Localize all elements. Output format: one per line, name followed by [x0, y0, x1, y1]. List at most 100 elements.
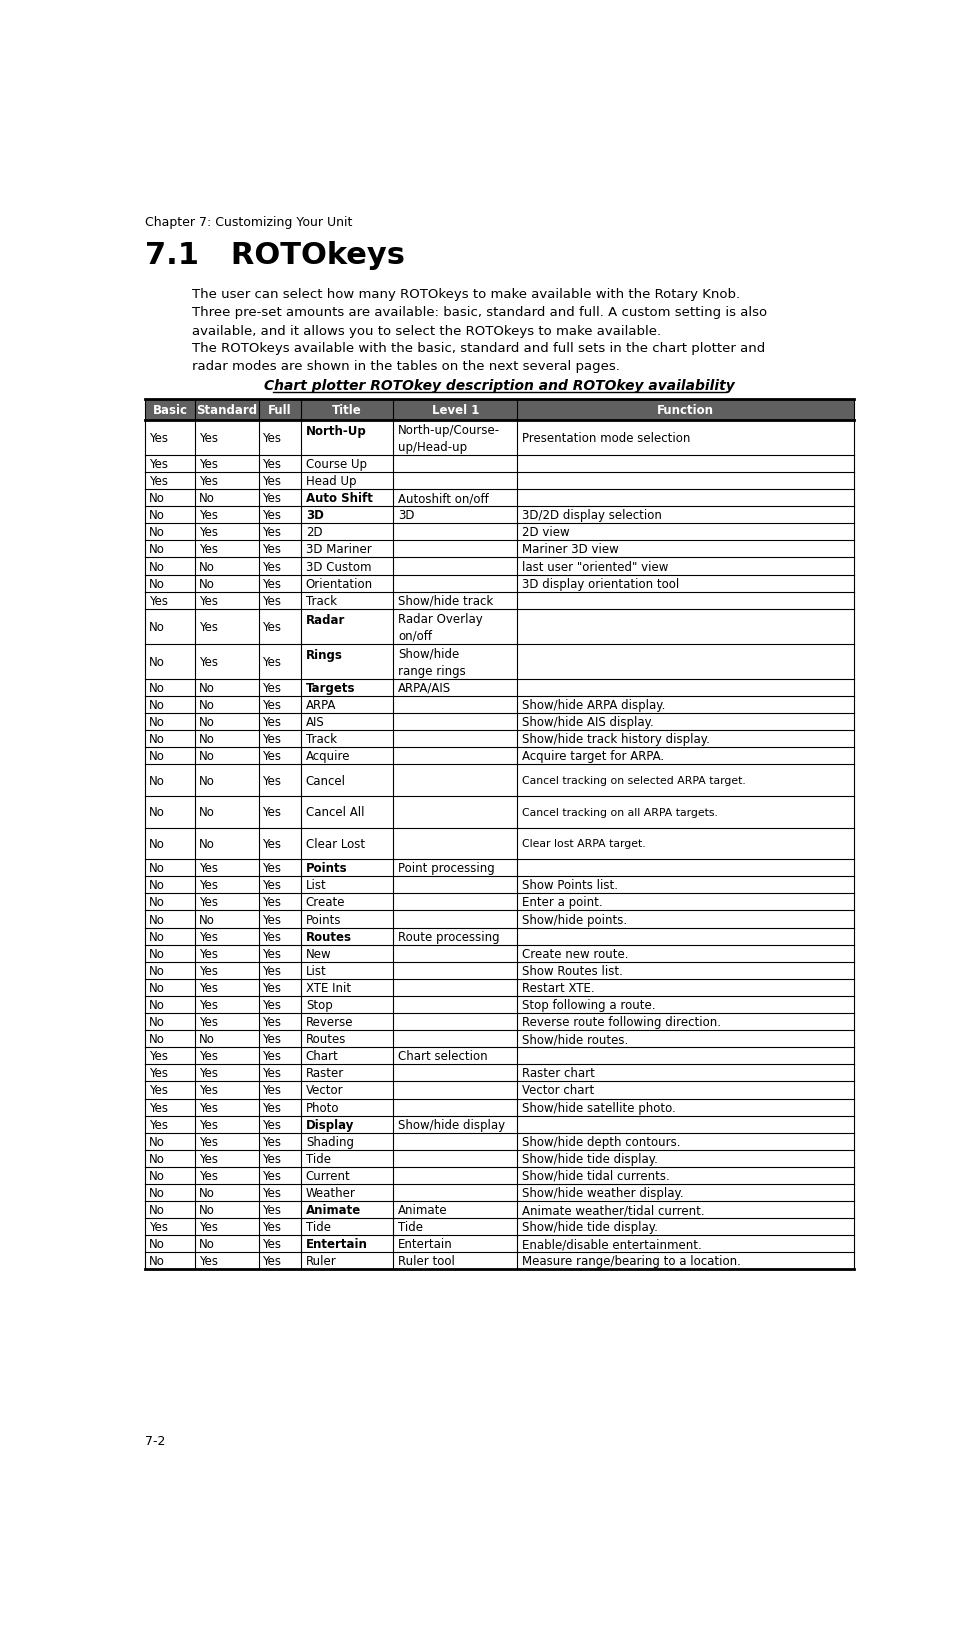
Text: Yes: Yes	[199, 1118, 217, 1131]
Text: Show/hide routes.: Show/hide routes.	[522, 1033, 628, 1046]
Text: North-Up: North-Up	[306, 425, 367, 438]
Text: Clear Lost: Clear Lost	[306, 838, 365, 851]
Bar	[145, 575, 854, 592]
Text: Title: Title	[332, 403, 362, 416]
Text: Show/hide
range rings: Show/hide range rings	[398, 647, 466, 677]
Text: Autoshift on/off: Autoshift on/off	[398, 492, 488, 505]
Text: Route processing: Route processing	[398, 929, 499, 942]
Bar	[145, 1151, 854, 1167]
Text: New: New	[306, 947, 332, 960]
Bar	[145, 524, 854, 541]
Text: Yes: Yes	[262, 1083, 282, 1096]
Text: Auto Shift: Auto Shift	[306, 492, 372, 505]
Text: Yes: Yes	[262, 682, 282, 695]
Text: Yes: Yes	[199, 1169, 217, 1182]
Text: Mariner 3D view: Mariner 3D view	[522, 543, 619, 556]
Text: No: No	[199, 806, 214, 820]
Bar	[145, 946, 854, 962]
Text: No: No	[199, 682, 214, 695]
Text: Yes: Yes	[262, 1237, 282, 1251]
Text: Cancel All: Cancel All	[306, 806, 365, 820]
Text: Yes: Yes	[199, 1049, 217, 1062]
Bar	[145, 1116, 854, 1133]
Text: Yes: Yes	[149, 595, 168, 608]
Text: Chapter 7: Customizing Your Unit: Chapter 7: Customizing Your Unit	[145, 216, 353, 229]
Text: Yes: Yes	[262, 1254, 282, 1267]
Text: No: No	[149, 879, 165, 892]
Text: No: No	[149, 982, 165, 995]
Text: Cancel tracking on all ARPA targets.: Cancel tracking on all ARPA targets.	[522, 808, 718, 818]
Text: Routes: Routes	[306, 1033, 346, 1046]
Text: No: No	[149, 492, 165, 505]
Text: No: No	[149, 964, 165, 977]
Text: Show/hide tidal currents.: Show/hide tidal currents.	[522, 1169, 670, 1182]
Bar	[145, 978, 854, 997]
Text: No: No	[149, 806, 165, 820]
Text: Track: Track	[306, 595, 336, 608]
Text: No: No	[149, 543, 165, 556]
Text: Show/hide ARPA display.: Show/hide ARPA display.	[522, 698, 666, 711]
Bar	[145, 997, 854, 1013]
Bar	[145, 697, 854, 713]
Text: Shading: Shading	[306, 1136, 354, 1147]
Text: Yes: Yes	[262, 1136, 282, 1147]
Text: Yes: Yes	[199, 1016, 217, 1028]
Bar	[145, 472, 854, 490]
Text: No: No	[149, 1203, 165, 1216]
Text: Yes: Yes	[262, 947, 282, 960]
Text: Yes: Yes	[199, 457, 217, 470]
Text: Yes: Yes	[149, 1049, 168, 1062]
Text: Clear lost ARPA target.: Clear lost ARPA target.	[522, 839, 645, 849]
Text: Vector chart: Vector chart	[522, 1083, 595, 1096]
Text: Yes: Yes	[199, 475, 217, 488]
Text: Yes: Yes	[149, 475, 168, 488]
Text: Yes: Yes	[262, 964, 282, 977]
Bar	[145, 400, 854, 421]
Text: No: No	[149, 1016, 165, 1028]
Text: Ruler: Ruler	[306, 1254, 336, 1267]
Text: Points: Points	[306, 862, 347, 875]
Text: Yes: Yes	[199, 964, 217, 977]
Text: Yes: Yes	[149, 1221, 168, 1234]
Bar	[145, 610, 854, 644]
Text: Show/hide tide display.: Show/hide tide display.	[522, 1152, 658, 1165]
Text: No: No	[149, 897, 165, 910]
Text: Show/hide points.: Show/hide points.	[522, 913, 627, 926]
Text: Reverse route following direction.: Reverse route following direction.	[522, 1016, 722, 1028]
Text: Animate: Animate	[306, 1203, 361, 1216]
Text: Yes: Yes	[262, 561, 282, 574]
Text: Yes: Yes	[262, 1169, 282, 1182]
Text: Yes: Yes	[262, 998, 282, 1011]
Text: Yes: Yes	[149, 1118, 168, 1131]
Text: Yes: Yes	[199, 595, 217, 608]
Text: No: No	[199, 749, 214, 762]
Text: Yes: Yes	[262, 1033, 282, 1046]
Text: Points: Points	[306, 913, 341, 926]
Text: No: No	[149, 749, 165, 762]
Text: 2D: 2D	[306, 526, 323, 539]
Text: Yes: Yes	[262, 510, 282, 521]
Text: Vector: Vector	[306, 1083, 343, 1096]
Text: 2D view: 2D view	[522, 526, 569, 539]
Bar	[145, 490, 854, 506]
Bar	[145, 962, 854, 978]
Text: Yes: Yes	[262, 492, 282, 505]
Text: Yes: Yes	[262, 929, 282, 942]
Text: Yes: Yes	[262, 897, 282, 910]
Text: Yes: Yes	[199, 862, 217, 875]
Text: Yes: Yes	[262, 774, 282, 787]
Text: 7.1   ROTOkeys: 7.1 ROTOkeys	[145, 241, 406, 270]
Text: Presentation mode selection: Presentation mode selection	[522, 431, 690, 444]
Text: ARPA/AIS: ARPA/AIS	[398, 682, 451, 695]
Text: Level 1: Level 1	[432, 403, 479, 416]
Text: Basic: Basic	[152, 403, 187, 416]
Text: No: No	[149, 682, 165, 695]
Text: List: List	[306, 879, 327, 892]
Text: No: No	[149, 774, 165, 787]
Text: Radar: Radar	[306, 613, 345, 626]
Text: Yes: Yes	[262, 862, 282, 875]
Bar	[145, 893, 854, 911]
Text: Yes: Yes	[199, 431, 217, 444]
Bar	[145, 1167, 854, 1185]
Text: Yes: Yes	[149, 431, 168, 444]
